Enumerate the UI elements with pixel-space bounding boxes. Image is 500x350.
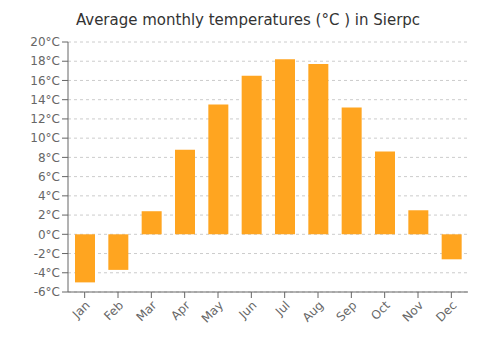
svg-text:14°C: 14°C — [30, 93, 60, 107]
html-text:Average monthly temperatures (: Average monthly temperatures (°C ) in Si… — [75, 11, 421, 29]
svg-text:-4°C: -4°C — [34, 266, 60, 280]
svg-text:16°C: 16°C — [30, 74, 60, 88]
svg-text:Oct: Oct — [368, 298, 393, 323]
svg-text:Jul: Jul — [272, 298, 293, 319]
svg-text:0°C: 0°C — [38, 228, 60, 242]
svg-text:20°C: 20°C — [30, 35, 60, 49]
svg-text:12°C: 12°C — [30, 112, 60, 126]
svg-text:-2°C: -2°C — [34, 247, 60, 261]
svg-text:Feb: Feb — [101, 298, 126, 323]
svg-text:Mar: Mar — [134, 298, 160, 324]
svg-text:Aug: Aug — [300, 298, 326, 324]
svg-text:Jun: Jun — [236, 298, 260, 322]
svg-text:May: May — [199, 298, 226, 325]
svg-text:Sep: Sep — [334, 298, 360, 324]
svg-text:Jan: Jan — [69, 298, 93, 322]
svg-text:Nov: Nov — [400, 298, 426, 324]
svg-text:18°C: 18°C — [30, 54, 60, 68]
svg-text:2°C: 2°C — [38, 208, 60, 222]
svg-text:-6°C: -6°C — [34, 285, 60, 299]
svg-text:10°C: 10°C — [30, 131, 60, 145]
svg-text:8°C: 8°C — [38, 151, 60, 165]
svg-text:4°C: 4°C — [38, 189, 60, 203]
svg-text:Dec: Dec — [433, 298, 459, 324]
svg-text:6°C: 6°C — [38, 170, 60, 184]
svg-text:Apr: Apr — [168, 298, 193, 323]
